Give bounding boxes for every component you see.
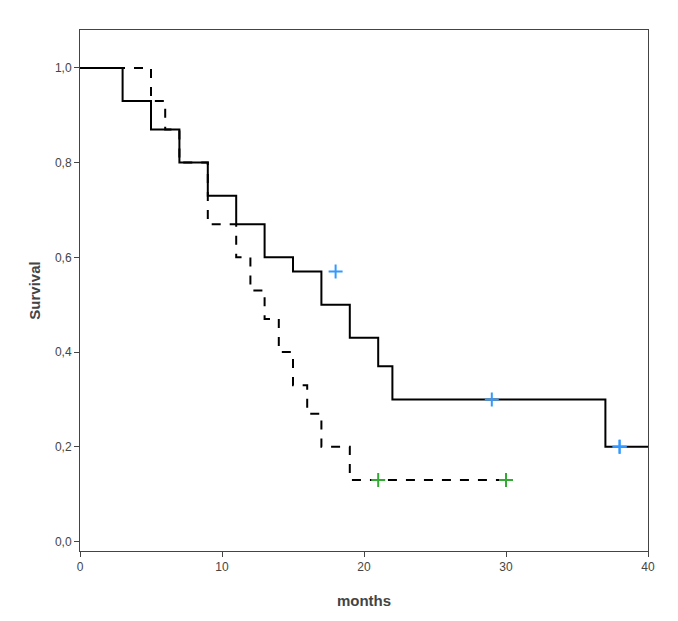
svg-text:20: 20 bbox=[357, 560, 371, 574]
svg-text:months: months bbox=[337, 592, 391, 609]
svg-text:0,8: 0,8 bbox=[55, 156, 72, 170]
svg-text:30: 30 bbox=[499, 560, 513, 574]
svg-text:0: 0 bbox=[77, 560, 84, 574]
svg-text:1,0: 1,0 bbox=[55, 61, 72, 75]
svg-text:0,2: 0,2 bbox=[55, 440, 72, 454]
svg-text:0,6: 0,6 bbox=[55, 251, 72, 265]
svg-text:10: 10 bbox=[215, 560, 229, 574]
svg-text:0,4: 0,4 bbox=[55, 345, 72, 359]
svg-text:0,0: 0,0 bbox=[55, 535, 72, 549]
svg-text:40: 40 bbox=[641, 560, 655, 574]
svg-text:Survival: Survival bbox=[26, 261, 43, 319]
